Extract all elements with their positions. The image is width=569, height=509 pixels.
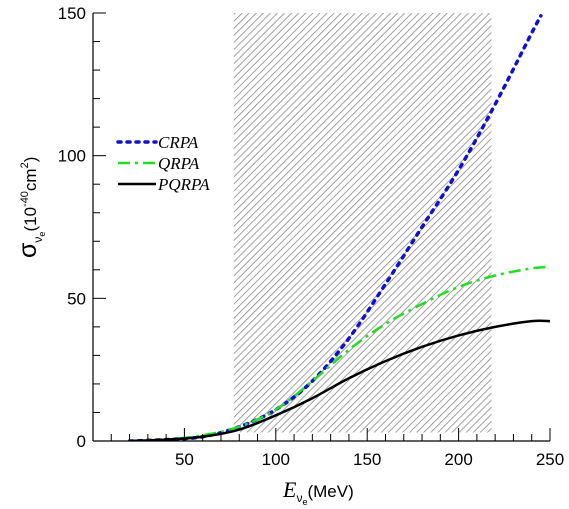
legend-label-qrpa: QRPA bbox=[158, 154, 200, 173]
legend-label-crpa: CRPA bbox=[158, 133, 199, 152]
x-tick-label: 250 bbox=[536, 450, 564, 469]
x-tick-label: 50 bbox=[175, 450, 194, 469]
series-line-qrpa bbox=[129, 265, 550, 441]
x-tick-label: 100 bbox=[262, 450, 290, 469]
y-tick-label: 100 bbox=[58, 147, 86, 166]
y-tick-label: 0 bbox=[77, 432, 86, 451]
x-tick-label: 150 bbox=[353, 450, 381, 469]
y-tick-label: 150 bbox=[58, 4, 86, 23]
legend-label-pqrpa: PQRPA bbox=[157, 175, 210, 194]
y-axis-label: σνe(10-40cm2) bbox=[14, 157, 47, 258]
y-tick-label: 50 bbox=[67, 289, 86, 308]
x-axis-label: Eνe(MeV) bbox=[282, 477, 354, 507]
shaded-band bbox=[233, 13, 492, 433]
x-tick-label: 200 bbox=[444, 450, 472, 469]
